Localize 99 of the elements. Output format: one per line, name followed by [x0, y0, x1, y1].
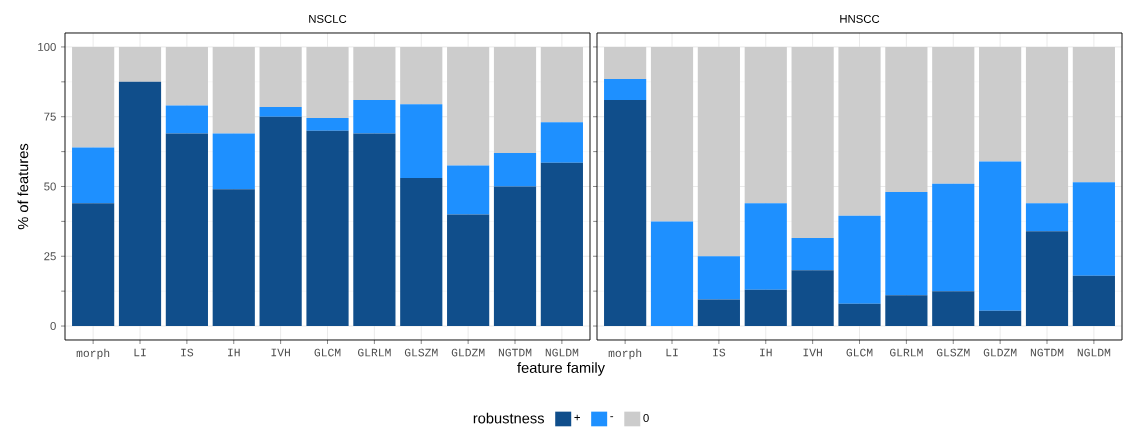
y-tick-label: 0: [50, 322, 56, 331]
bar: [165, 47, 208, 106]
bar: [306, 47, 349, 119]
bar: [1072, 47, 1115, 183]
bar: [306, 118, 349, 131]
x-tick-label: GLDZM: [983, 348, 1017, 357]
bar: [400, 104, 443, 179]
bar: [165, 133, 208, 327]
x-tick-label: LI: [666, 348, 678, 357]
bar: [650, 47, 694, 222]
bar: [259, 107, 302, 117]
bar: [72, 147, 115, 204]
bar: [1072, 275, 1115, 327]
chart-title: HNSCC: [840, 15, 880, 24]
x-tick-label: GLCM: [846, 348, 873, 357]
bar: [932, 183, 975, 292]
x-axis-title: feature family: [517, 362, 605, 376]
bar: [493, 153, 537, 187]
bar: [400, 47, 443, 105]
y-tick-label: 100: [38, 43, 56, 52]
x-tick-label: NGTDM: [1030, 348, 1064, 357]
bar: [447, 165, 490, 215]
bar: [744, 47, 787, 204]
bar: [932, 47, 975, 184]
bar: [791, 238, 834, 271]
bar: [1072, 182, 1115, 276]
bar: [885, 295, 928, 327]
x-tick-label: NGLDM: [545, 348, 579, 357]
y-tick-label: 25: [44, 252, 56, 261]
bar: [72, 47, 115, 148]
bar: [791, 270, 834, 327]
bar: [212, 133, 255, 190]
x-tick-label: NGLDM: [1077, 348, 1111, 357]
bar: [604, 100, 647, 327]
bar: [885, 47, 928, 193]
x-tick-label: IS: [181, 348, 194, 357]
bar: [885, 192, 928, 296]
bar: [353, 100, 396, 134]
bar: [744, 289, 787, 327]
bar: [697, 256, 740, 300]
bar: [259, 47, 302, 108]
bar: [979, 47, 1022, 162]
bar: [650, 221, 694, 327]
bar: [1025, 47, 1069, 204]
y-axis-title: % of features: [17, 144, 29, 230]
x-tick-label: GLDZM: [451, 348, 485, 357]
x-tick-label: IVH: [271, 348, 290, 357]
x-tick-label: IVH: [803, 348, 822, 357]
bar: [447, 47, 490, 166]
bar: [118, 82, 162, 327]
bar: [493, 186, 537, 327]
y-tick-label: 50: [44, 182, 56, 191]
x-tick-label: GLRLM: [890, 348, 923, 357]
bar: [118, 47, 162, 83]
bar: [259, 116, 302, 327]
bar: [604, 79, 647, 101]
bar: [791, 47, 834, 239]
bar: [932, 291, 975, 327]
x-tick-label: GLSZM: [404, 348, 438, 357]
bar: [744, 203, 787, 290]
bar: [838, 215, 881, 304]
x-tick-label: NGTDM: [498, 348, 532, 357]
x-tick-label: IH: [228, 348, 240, 357]
bar: [212, 189, 255, 327]
x-tick-label: LI: [134, 348, 146, 357]
bar: [306, 130, 349, 327]
x-tick-label: GLSZM: [936, 348, 970, 357]
legend-label: -: [610, 416, 614, 418]
x-tick-label: IH: [760, 348, 772, 357]
bar: [979, 310, 1022, 327]
bar: [353, 47, 396, 101]
bar: [979, 161, 1022, 311]
bar: [353, 133, 396, 327]
bar: [838, 303, 881, 327]
bar: [165, 105, 208, 134]
y-tick-label: 75: [44, 112, 56, 121]
bar: [697, 299, 740, 327]
bar: [838, 47, 881, 216]
legend-title: robustness: [473, 412, 544, 424]
x-tick-label: morph: [608, 348, 642, 360]
bar: [400, 178, 443, 327]
bar: [212, 47, 255, 134]
bar: [447, 214, 490, 327]
bar: [540, 162, 583, 327]
bar: [604, 47, 647, 80]
x-tick-label: morph: [76, 348, 110, 360]
x-tick-label: GLRLM: [358, 348, 391, 357]
bar: [493, 47, 537, 154]
bar: [72, 203, 115, 327]
bar: [540, 47, 583, 123]
chart-title: NSCLC: [309, 15, 347, 24]
bar: [1025, 231, 1069, 327]
bar: [697, 47, 740, 257]
legend-label: 0: [643, 414, 649, 423]
legend-label: +: [574, 414, 580, 421]
bar: [540, 122, 583, 163]
x-tick-label: GLCM: [314, 348, 341, 357]
x-tick-label: IS: [713, 348, 726, 357]
bar: [1025, 203, 1069, 232]
